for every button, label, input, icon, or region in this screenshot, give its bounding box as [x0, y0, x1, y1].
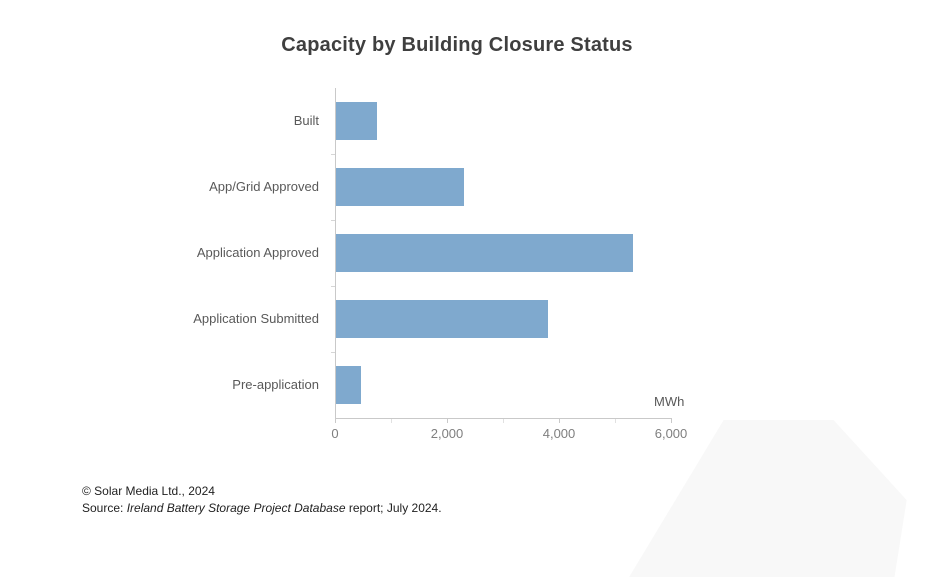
- background-watermark-shape: [629, 420, 907, 577]
- y-axis-category-tick: [331, 154, 335, 155]
- x-axis-tick-4000: [559, 418, 560, 423]
- x-axis-tick-1000: [391, 418, 392, 423]
- bar-row-pre-application: [336, 366, 362, 404]
- bar-row-application-approved: [336, 234, 633, 272]
- x-axis-unit-label: MWh: [654, 394, 685, 409]
- source-suffix: report; July 2024.: [345, 501, 442, 515]
- bar-application-approved: [336, 234, 633, 272]
- source-database-name: Ireland Battery Storage Project Database: [126, 501, 346, 515]
- x-axis-tick-label-4-000: 4,000: [542, 426, 576, 441]
- source-prefix: Source:: [82, 501, 127, 515]
- bar-row-built: [336, 102, 377, 140]
- category-label-app-grid-approved: App/Grid Approved: [209, 179, 319, 194]
- y-axis-category-tick: [331, 220, 335, 221]
- category-label-application-submitted: Application Submitted: [193, 311, 319, 326]
- source-line: Source: Ireland Battery Storage Project …: [82, 500, 442, 517]
- bar-application-submitted: [336, 300, 548, 338]
- x-axis-tick-5000: [615, 418, 616, 423]
- bar-pre-application: [336, 366, 362, 404]
- category-label-application-approved: Application Approved: [196, 245, 319, 260]
- category-axis-labels: Built App/Grid Approved Application Approv…: [0, 88, 327, 418]
- chart-title: Capacity by Building Closure Status: [281, 34, 633, 56]
- x-axis-tick-2000: [447, 418, 448, 423]
- copyright-line: © Solar Media Ltd., 2024: [82, 483, 442, 500]
- plot-area: [335, 88, 672, 418]
- x-axis-tick-3000: [503, 418, 504, 423]
- bar-built: [336, 102, 377, 140]
- x-axis-tick-label-2-000: 2,000: [430, 426, 464, 441]
- x-axis-tick-label-6-000: 6,000: [654, 426, 688, 441]
- category-label-built: Built: [293, 113, 319, 128]
- category-label-pre-application: Pre-application: [232, 377, 319, 392]
- x-axis-tick-6000: [671, 418, 672, 423]
- bar-row-app-grid-approved: [336, 168, 465, 206]
- copyright-text: © Solar Media Ltd., 2024: [82, 484, 215, 498]
- x-axis-tick-0: [335, 418, 336, 423]
- bar-app-grid-approved: [336, 168, 465, 206]
- y-axis-category-tick: [331, 286, 335, 287]
- y-axis-category-tick: [331, 352, 335, 353]
- footer: © Solar Media Ltd., 2024 Source: Ireland…: [82, 483, 442, 517]
- x-axis-tick-label-0: 0: [331, 426, 339, 441]
- bar-row-application-submitted: [336, 300, 548, 338]
